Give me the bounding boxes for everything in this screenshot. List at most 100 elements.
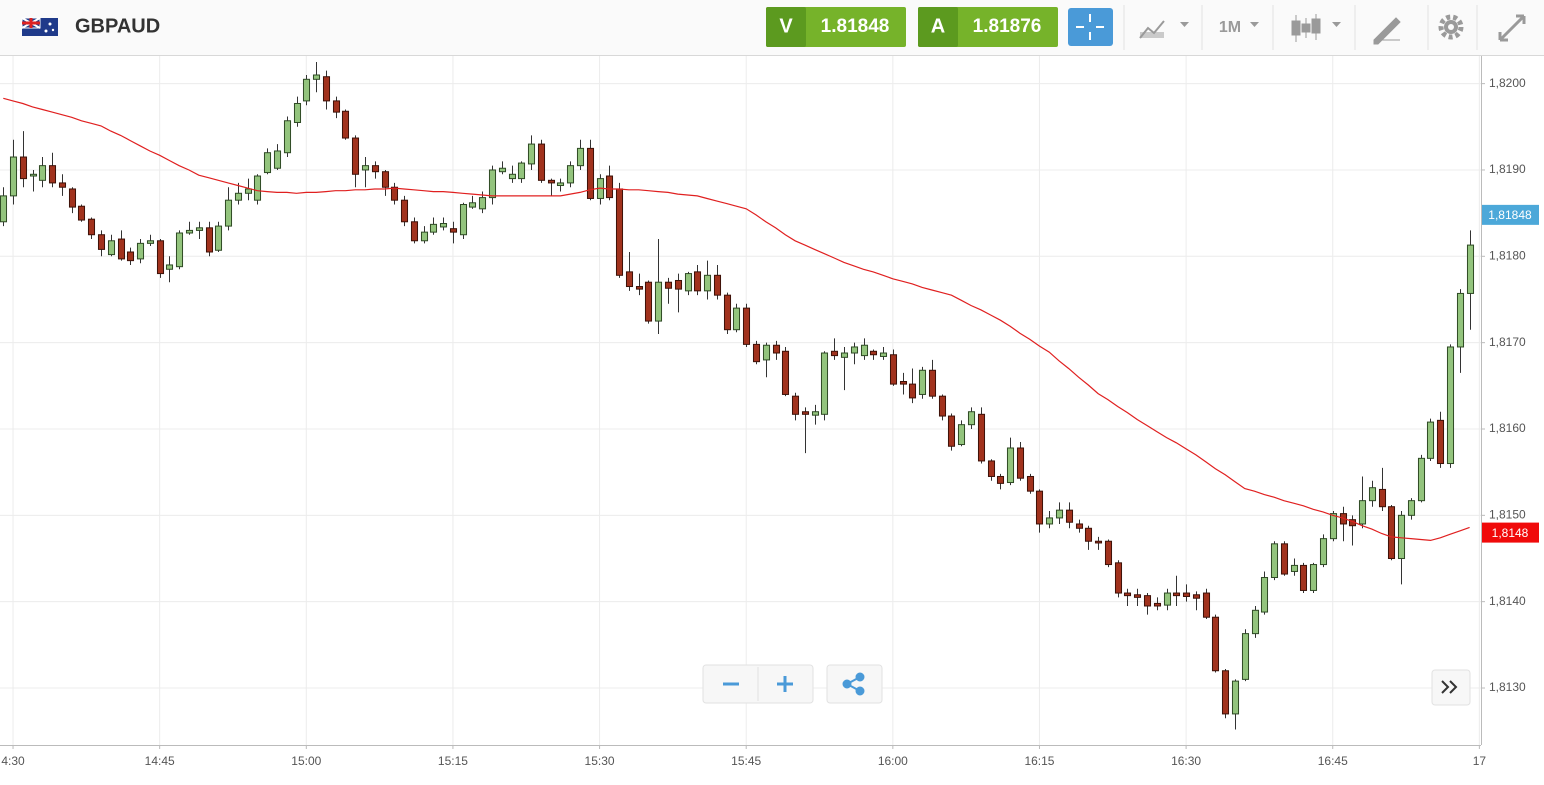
- candle-body: [439, 223, 448, 228]
- candle-body: [664, 281, 673, 289]
- scroll-end-button[interactable]: [1431, 669, 1471, 706]
- x-tick-label: 4:30: [1, 754, 25, 768]
- candle-body: [1192, 594, 1201, 599]
- candle-body: [400, 199, 409, 223]
- candle-body: [175, 232, 184, 268]
- candle-body: [117, 238, 126, 260]
- candle-body: [742, 307, 751, 345]
- candle-body: [1182, 592, 1191, 597]
- candle-body: [547, 179, 556, 184]
- y-tick-label: 1,8150: [1489, 508, 1526, 522]
- candle-body: [625, 271, 634, 288]
- candle-body: [732, 307, 741, 331]
- y-tick-label: 1,8140: [1489, 594, 1526, 608]
- fullscreen-button[interactable]: [1498, 14, 1526, 42]
- candle-body: [820, 352, 829, 415]
- price-tag-label: 1,81848: [1488, 208, 1532, 222]
- y-tick-label: 1,8190: [1489, 162, 1526, 176]
- crosshair-button[interactable]: [1068, 8, 1113, 46]
- sell-price: 1.81848: [821, 16, 890, 37]
- interval[interactable]: 1M: [1219, 19, 1241, 36]
- candle-body: [1026, 475, 1035, 492]
- candle-body: [488, 169, 497, 199]
- candle-body: [136, 242, 145, 260]
- candle-body: [371, 165, 380, 173]
- candle-body: [1456, 292, 1465, 348]
- chart-type-button[interactable]: [1139, 20, 1189, 39]
- candle-body: [899, 381, 908, 385]
- candle-style-button[interactable]: [1291, 14, 1341, 42]
- x-tick-label: 15:45: [731, 754, 761, 768]
- candle-body: [772, 344, 781, 354]
- candle-body: [263, 152, 272, 174]
- candle-body: [1065, 509, 1074, 523]
- share-button[interactable]: [826, 664, 883, 704]
- candle-body: [928, 369, 937, 397]
- candle-body: [1231, 680, 1240, 715]
- x-tick-label: 16:30: [1171, 754, 1201, 768]
- candle-body: [498, 167, 507, 173]
- candle-body: [860, 344, 869, 357]
- candle-body: [429, 223, 438, 233]
- candle-body: [1172, 592, 1181, 597]
- candle-body: [381, 171, 390, 188]
- candle-body: [1466, 244, 1475, 294]
- candle-body: [1075, 523, 1084, 529]
- candle-body: [850, 346, 859, 354]
- candle-body: [1426, 421, 1435, 459]
- candle-body: [77, 205, 86, 221]
- candle-body: [1055, 509, 1064, 519]
- candle-body: [19, 156, 28, 180]
- candle-body: [1153, 602, 1162, 607]
- candle-body: [713, 274, 722, 296]
- x-tick-label: 17: [1473, 754, 1487, 768]
- candle-body: [185, 229, 194, 234]
- candle-body: [48, 165, 57, 184]
- candle-body: [341, 110, 350, 139]
- candle-body: [1006, 447, 1015, 484]
- draw-button[interactable]: [1373, 17, 1401, 45]
- candle-body: [605, 175, 614, 199]
- candle-body: [1446, 346, 1455, 465]
- candle-body: [468, 202, 477, 208]
- candle-body: [234, 192, 243, 201]
- candle-body: [1299, 564, 1308, 591]
- zoom-controls: [702, 664, 1471, 706]
- candle-body: [801, 411, 810, 415]
- candle-body: [68, 188, 77, 208]
- candle-body: [908, 383, 917, 399]
- candle-body: [29, 173, 38, 177]
- buy-label: A: [931, 15, 945, 37]
- candle-body: [87, 218, 96, 236]
- zoom-in[interactable]: [777, 676, 793, 692]
- candle-body: [566, 165, 575, 184]
- candle-body: [1387, 506, 1396, 560]
- candle-body: [1358, 500, 1367, 525]
- candle-body: [527, 143, 536, 165]
- candle-body: [293, 102, 302, 123]
- candle-body: [918, 369, 927, 395]
- candle-body: [1035, 490, 1044, 525]
- y-tick-label: 1,8200: [1489, 76, 1526, 90]
- candle-body: [9, 156, 18, 197]
- candle-body: [635, 286, 644, 290]
- y-tick-label: 1,8170: [1489, 335, 1526, 349]
- candle-body: [205, 227, 214, 253]
- candle-body: [1251, 609, 1260, 635]
- candle-body: [1397, 514, 1406, 560]
- grid: [0, 56, 1481, 745]
- candle-body: [1084, 527, 1093, 542]
- candle-body: [214, 225, 223, 251]
- candle-body: [987, 460, 996, 477]
- candle-body: [576, 147, 585, 167]
- axes: 1,8130 1,8140 1,8150 1,8160 1,8170 1,8180 1,81…: [1, 76, 1539, 768]
- x-tick-label: 16:15: [1024, 754, 1054, 768]
- candle-body: [302, 78, 311, 102]
- settings-button[interactable]: [1438, 14, 1464, 40]
- candle-body: [1290, 564, 1299, 572]
- candle-body: [0, 195, 8, 223]
- candle-body: [332, 100, 341, 113]
- plot-area: [0, 62, 1475, 730]
- candle-body: [996, 475, 1005, 484]
